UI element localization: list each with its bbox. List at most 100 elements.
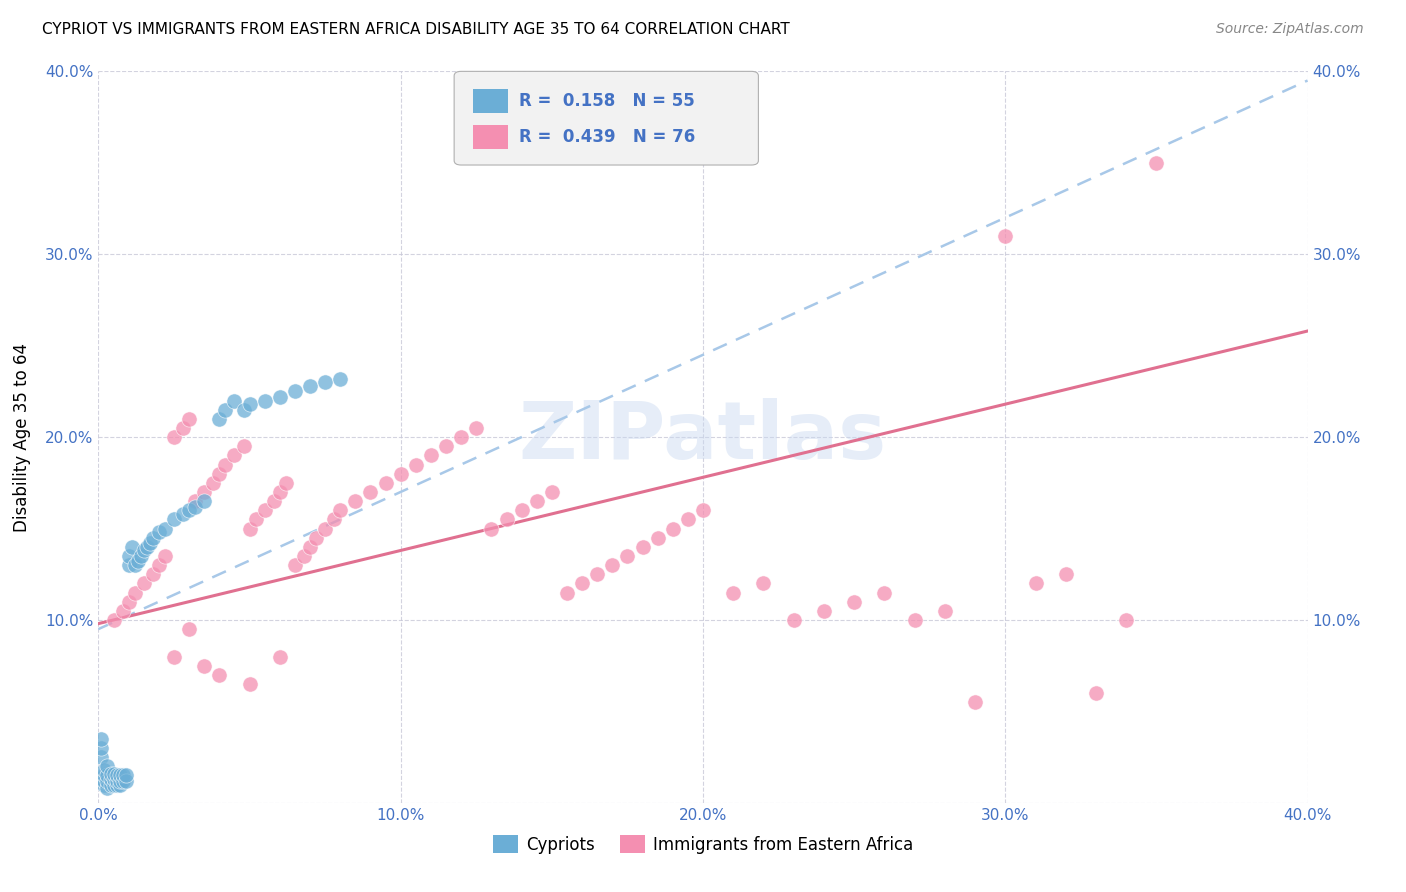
Point	[179, 412, 201, 426]
Point	[253, 393, 276, 408]
Point	[93, 778, 115, 792]
Point	[1115, 613, 1137, 627]
Point	[299, 379, 322, 393]
Point	[314, 521, 336, 535]
Point	[245, 512, 267, 526]
Point	[232, 439, 254, 453]
Point	[184, 500, 207, 514]
Point	[208, 467, 231, 481]
Point	[647, 531, 669, 545]
Text: R =  0.439   N = 76: R = 0.439 N = 76	[519, 128, 696, 145]
Point	[208, 667, 231, 681]
Point	[139, 536, 162, 550]
Point	[360, 485, 382, 500]
Point	[132, 543, 155, 558]
Point	[100, 766, 122, 780]
Point	[374, 475, 396, 490]
Point	[103, 766, 125, 780]
Point	[132, 576, 155, 591]
Point	[305, 531, 328, 545]
Point	[90, 731, 112, 746]
Point	[571, 576, 593, 591]
Point	[184, 494, 207, 508]
Point	[96, 768, 118, 782]
Point	[481, 521, 503, 535]
Point	[269, 390, 291, 404]
Point	[299, 540, 322, 554]
Point	[118, 549, 141, 563]
Point	[783, 613, 806, 627]
Point	[389, 467, 412, 481]
Point	[224, 393, 246, 408]
Point	[1054, 567, 1077, 582]
Point	[274, 475, 297, 490]
Point	[93, 773, 115, 788]
Point	[100, 772, 122, 786]
Point	[163, 512, 186, 526]
Point	[124, 585, 146, 599]
Point	[405, 458, 427, 472]
Point	[90, 750, 112, 764]
Point	[103, 613, 125, 627]
Point	[329, 371, 352, 385]
Point	[676, 512, 699, 526]
Point	[193, 494, 215, 508]
Point	[269, 485, 291, 500]
Point	[934, 604, 956, 618]
Point	[105, 778, 128, 792]
Point	[465, 421, 488, 435]
Point	[179, 622, 201, 636]
Point	[193, 658, 215, 673]
Point	[108, 773, 131, 788]
Point	[263, 494, 285, 508]
Point	[1085, 686, 1108, 700]
Point	[555, 585, 578, 599]
Point	[723, 585, 745, 599]
Point	[153, 521, 176, 535]
Point	[292, 549, 315, 563]
Point	[616, 549, 638, 563]
Point	[121, 540, 143, 554]
Point	[1024, 576, 1046, 591]
Point	[232, 402, 254, 417]
Point	[284, 558, 307, 573]
Point	[153, 549, 176, 563]
Point	[118, 594, 141, 608]
Point	[93, 768, 115, 782]
Point	[103, 772, 125, 786]
Y-axis label: Disability Age 35 to 64: Disability Age 35 to 64	[13, 343, 31, 532]
Text: CYPRIOT VS IMMIGRANTS FROM EASTERN AFRICA DISABILITY AGE 35 TO 64 CORRELATION CH: CYPRIOT VS IMMIGRANTS FROM EASTERN AFRIC…	[42, 22, 790, 37]
Point	[269, 649, 291, 664]
Point	[314, 375, 336, 389]
Legend: Cypriots, Immigrants from Eastern Africa: Cypriots, Immigrants from Eastern Africa	[486, 829, 920, 860]
Point	[118, 558, 141, 573]
Point	[253, 503, 276, 517]
Point	[148, 558, 170, 573]
Point	[163, 649, 186, 664]
Point	[103, 778, 125, 792]
Point	[96, 759, 118, 773]
Point	[114, 773, 136, 788]
Point	[540, 485, 562, 500]
Point	[90, 740, 112, 755]
Point	[450, 430, 472, 444]
Point	[844, 594, 866, 608]
Point	[420, 448, 443, 462]
Point	[661, 521, 683, 535]
Point	[111, 773, 134, 788]
Point	[142, 567, 165, 582]
Point	[193, 485, 215, 500]
Point	[114, 768, 136, 782]
Point	[105, 768, 128, 782]
Point	[208, 412, 231, 426]
Point	[96, 773, 118, 788]
Point	[434, 439, 457, 453]
Point	[965, 695, 987, 709]
Point	[108, 768, 131, 782]
Point	[284, 384, 307, 399]
Point	[495, 512, 517, 526]
Point	[108, 778, 131, 792]
Point	[323, 512, 346, 526]
Point	[148, 525, 170, 540]
Text: ZIPatlas: ZIPatlas	[519, 398, 887, 476]
